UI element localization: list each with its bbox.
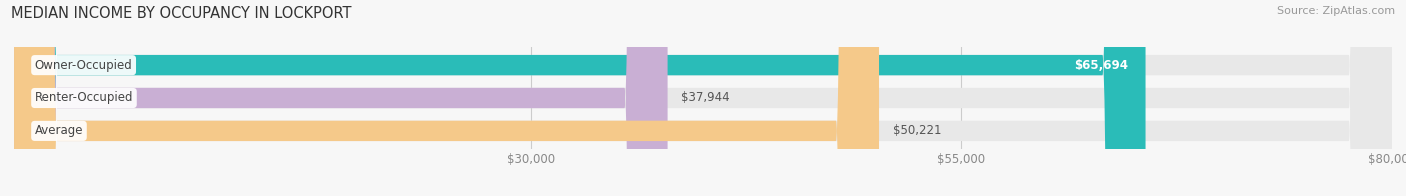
- Text: $65,694: $65,694: [1074, 59, 1129, 72]
- Text: $50,221: $50,221: [893, 124, 942, 137]
- Text: Source: ZipAtlas.com: Source: ZipAtlas.com: [1277, 6, 1395, 16]
- Text: Average: Average: [35, 124, 83, 137]
- FancyBboxPatch shape: [14, 0, 1146, 196]
- Text: Owner-Occupied: Owner-Occupied: [35, 59, 132, 72]
- Text: $37,944: $37,944: [682, 92, 730, 104]
- FancyBboxPatch shape: [14, 0, 1392, 196]
- FancyBboxPatch shape: [14, 0, 1392, 196]
- Text: Renter-Occupied: Renter-Occupied: [35, 92, 134, 104]
- FancyBboxPatch shape: [14, 0, 879, 196]
- Text: MEDIAN INCOME BY OCCUPANCY IN LOCKPORT: MEDIAN INCOME BY OCCUPANCY IN LOCKPORT: [11, 6, 352, 21]
- FancyBboxPatch shape: [14, 0, 1392, 196]
- FancyBboxPatch shape: [14, 0, 668, 196]
